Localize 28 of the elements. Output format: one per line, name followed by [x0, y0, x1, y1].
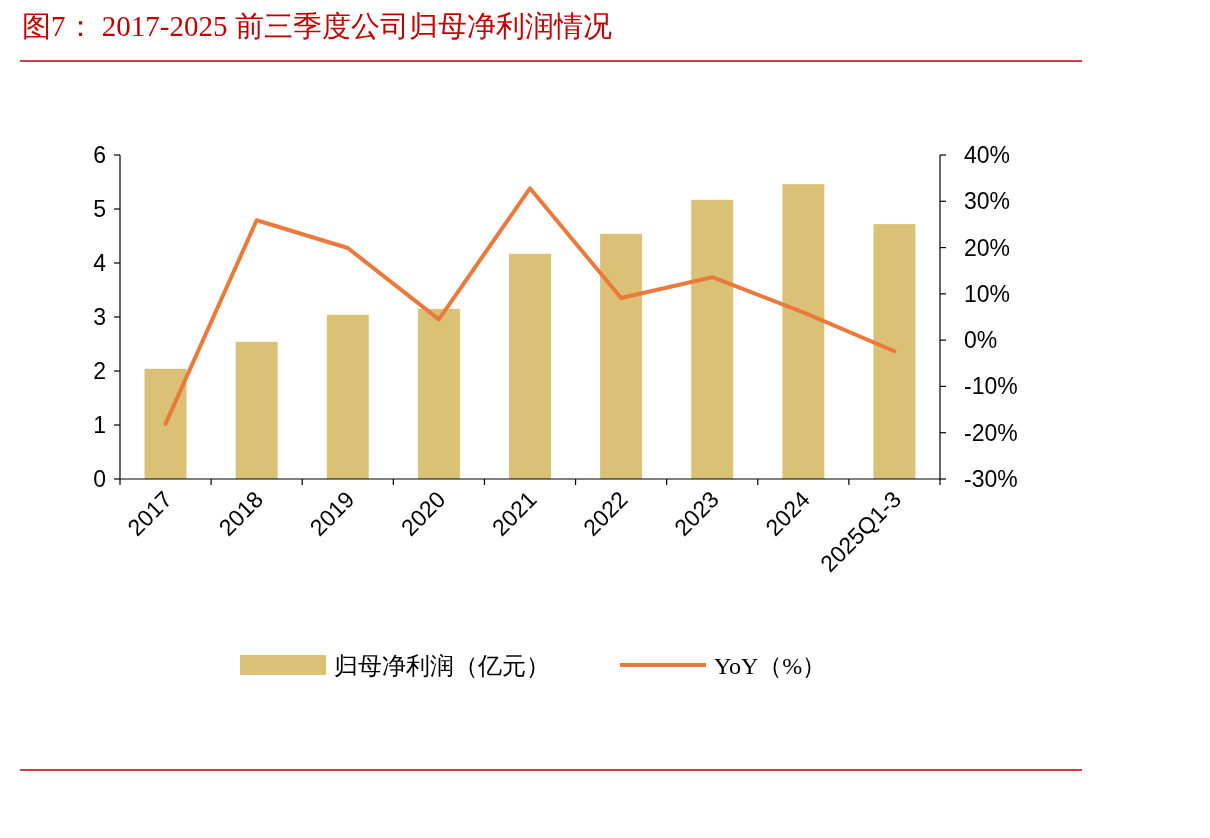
- bar: [235, 341, 278, 479]
- y-tick-label: 6: [93, 142, 106, 168]
- y-tick-label: 1: [93, 412, 106, 438]
- legend-label: YoY（%）: [714, 653, 827, 679]
- y2-tick-label: 40%: [964, 142, 1011, 168]
- bar: [873, 224, 916, 479]
- y2-tick-label: 30%: [964, 188, 1011, 215]
- bar: [509, 253, 551, 479]
- y-tick-label: 0: [93, 466, 106, 492]
- legend-label: 归母净利润（亿元）: [334, 653, 550, 679]
- y-tick-label: 5: [93, 196, 106, 222]
- bar: [691, 199, 734, 479]
- y2-tick-label: -20%: [964, 419, 1018, 446]
- y2-tick-label: 0%: [964, 327, 998, 354]
- y2-tick-label: -30%: [964, 466, 1018, 492]
- line-series: [163, 186, 897, 426]
- y-tick-label: 3: [93, 304, 106, 330]
- bar: [144, 368, 187, 479]
- y-tick-label: 4: [93, 250, 107, 276]
- y2-tick-label: 20%: [964, 234, 1011, 261]
- chart-title: 图7： 2017-2025 前三季度公司归母净利润情况: [22, 10, 612, 42]
- y2-tick-label: -10%: [964, 373, 1018, 400]
- bar: [417, 308, 460, 479]
- y2-tick-label: 10%: [964, 280, 1011, 307]
- y-tick-label: 2: [93, 358, 106, 384]
- bar: [326, 314, 369, 479]
- bar: [782, 184, 825, 479]
- bar: [600, 233, 643, 479]
